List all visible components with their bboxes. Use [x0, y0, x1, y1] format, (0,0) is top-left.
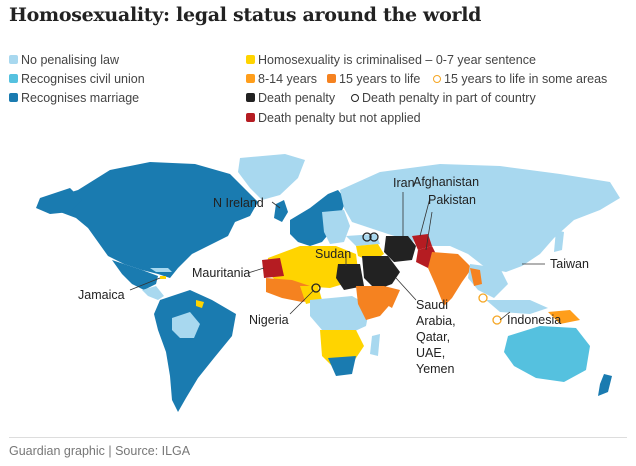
legend-marriage: Recognises marriage — [9, 90, 139, 106]
indonesia-shape — [486, 300, 548, 314]
legend-label: 8-14 years — [258, 72, 318, 86]
leader-line — [499, 311, 511, 321]
partial-15-life-ring — [492, 315, 502, 325]
legend-criminalised-8-14: 8-14 years — [246, 71, 317, 87]
footer-credit: Guardian graphic | Source: ILGA — [9, 444, 191, 458]
legend-label: 15 years to life — [339, 72, 421, 86]
legend-swatch — [9, 93, 18, 103]
greenland — [238, 154, 305, 200]
south-africa — [328, 356, 356, 376]
label-nigeria: Nigeria — [249, 313, 289, 327]
legend-criminalised-15-life: 15 years to life — [327, 71, 420, 87]
leader-line — [395, 277, 417, 301]
death-partial-ring — [362, 232, 372, 242]
legend-swatch — [9, 55, 18, 65]
legend-death-not-applied: Death penalty but not applied — [246, 110, 421, 126]
sudan-shape — [336, 264, 364, 290]
mauritania-shape — [262, 258, 284, 278]
legend-no-penalising-law: No penalising law — [9, 52, 119, 68]
label-pakistan: Pakistan — [428, 193, 476, 207]
legend-criminalised-15-life-partial: 15 years to life in some areas — [433, 71, 607, 87]
legend-swatch — [246, 93, 255, 103]
leader-line — [289, 289, 315, 315]
india — [428, 252, 472, 306]
label-indonesia: Indonesia — [507, 313, 562, 327]
legend-ring-icon — [433, 74, 441, 83]
label-afghanistan: Afghanistan — [413, 175, 480, 189]
label-arabia: Arabia, — [416, 314, 456, 328]
alaska — [36, 188, 82, 214]
europe — [290, 190, 346, 246]
legend-label: No penalising law — [21, 53, 119, 67]
mexico — [112, 260, 158, 290]
north-america — [44, 162, 258, 278]
label-iran: Iran — [393, 176, 415, 190]
leader-line — [419, 197, 431, 237]
leader-line — [247, 267, 265, 274]
africa-north — [266, 246, 358, 288]
australia — [504, 326, 590, 382]
legend-criminalised-0-7: Homosexuality is criminalised – 0-7 year… — [246, 52, 536, 68]
legend-label: 15 years to life in some areas — [444, 72, 608, 86]
legend-swatch — [246, 113, 255, 123]
jamaica-shape — [160, 276, 166, 279]
iran-shape — [384, 236, 416, 262]
label-yemen: Yemen — [416, 362, 455, 376]
legend-swatch — [327, 74, 336, 84]
page-title: Homosexuality: legal status around the w… — [9, 4, 482, 26]
death-partial-ring — [311, 283, 321, 293]
legend-label: Recognises civil union — [21, 72, 145, 86]
label-taiwan: Taiwan — [550, 257, 589, 271]
new-zealand — [598, 374, 612, 396]
label-uae: UAE, — [416, 346, 446, 360]
saudi-shape — [362, 256, 400, 290]
central-africa — [310, 296, 370, 336]
label-mauritania: Mauritania — [192, 266, 251, 280]
myanmar — [470, 268, 482, 286]
partial-15-life-ring — [478, 293, 488, 303]
leader-line — [129, 277, 161, 291]
death-partial-ring — [369, 232, 379, 242]
legend-death-penalty: Death penalty — [246, 90, 335, 106]
legend-label: Death penalty in part of country — [362, 91, 536, 105]
legend-death-penalty-partial: Death penalty in part of country — [351, 90, 536, 106]
label-sudan: Sudan — [315, 247, 352, 261]
world-map — [36, 154, 620, 412]
legend-label: Recognises marriage — [21, 91, 140, 105]
russia-asia — [340, 164, 620, 272]
legend-swatch — [9, 74, 18, 84]
papua — [548, 310, 580, 324]
central-america — [142, 286, 164, 300]
south-america-no-law — [172, 312, 200, 338]
leader-line — [271, 201, 281, 209]
somalia — [382, 286, 400, 308]
legend-label: Death penalty — [258, 91, 336, 105]
legend-ring-icon — [351, 93, 359, 102]
legend-swatch — [246, 55, 255, 65]
label-saudi: Saudi — [416, 298, 448, 312]
cuba — [150, 268, 172, 272]
label-qatar: Qatar, — [416, 330, 451, 344]
madagascar — [370, 334, 380, 356]
legend-swatch — [246, 74, 255, 84]
uk — [274, 200, 288, 222]
eastern-europe — [322, 210, 350, 244]
south-america — [154, 290, 236, 412]
legend-civil-union: Recognises civil union — [9, 71, 145, 87]
legend-label: Homosexuality is criminalised – 0-7 year… — [258, 53, 536, 67]
label-jamaica: Jamaica — [78, 288, 125, 302]
japan — [554, 230, 564, 252]
label-n-ireland: N Ireland — [213, 196, 264, 210]
legend-label: Death penalty but not applied — [258, 111, 421, 125]
footer-divider — [9, 437, 627, 438]
leader-line — [425, 211, 433, 251]
guyana — [196, 300, 204, 308]
